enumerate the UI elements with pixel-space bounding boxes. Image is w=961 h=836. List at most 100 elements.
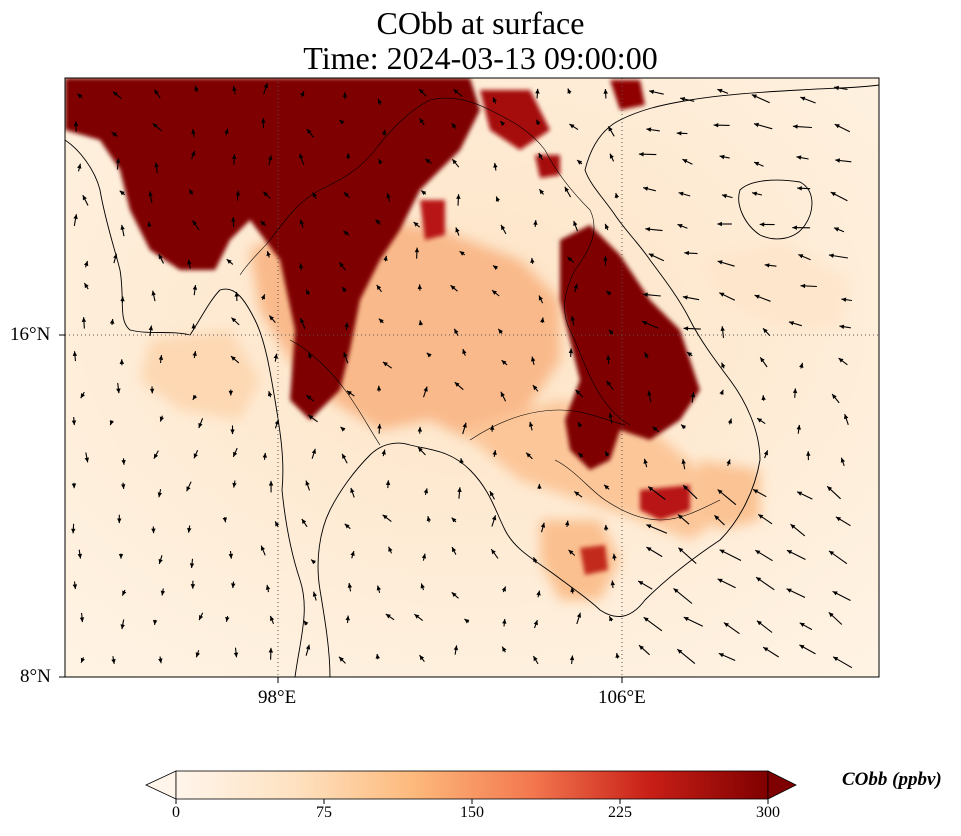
wind-arrow-head [423,386,428,392]
wind-arrow-head [226,259,232,264]
wind-arrow-head [682,295,688,300]
wind-arrow-head [680,97,686,102]
wind-arrow-head [643,292,648,297]
wind-arrow-head [612,553,617,559]
wind-arrow-head [343,192,349,198]
wind-arrow-head [457,487,462,492]
map-title: CObb at surface [376,5,585,41]
wind-arrow-head [452,159,457,165]
wind-arrow-head [426,352,432,358]
wind-arrow-head [755,550,761,555]
wind-arrow-head [835,516,841,522]
wind-arrow-head [839,324,845,329]
wind-arrow-head [450,285,456,290]
wind-arrow-head [120,224,125,230]
wind-arrow-head [344,322,349,328]
wind-arrow-head [426,516,431,522]
wind-arrow-head [500,121,506,126]
wind-arrow-head [112,91,118,97]
wind-arrow-head [376,284,382,290]
wind-arrow-head [577,160,583,165]
wind-arrow-head [844,414,849,420]
wind-arrow-head [603,256,608,261]
wind-arrow-head [187,259,192,265]
wind-arrow-head [727,418,733,424]
wind-arrow-head [763,328,768,334]
wind-arrow-head [119,359,125,364]
wind-arrow-head [683,617,689,622]
wind-arrow-head [798,254,804,259]
wind-arrow-head [269,315,274,321]
wind-arrow-head [79,617,85,623]
colorbar-tick-300: 300 [756,804,780,821]
wind-arrow-head [490,425,495,430]
wind-arrow-head [306,289,311,295]
wind-arrow-head [573,220,578,226]
wind-arrow-head [493,265,498,270]
wind-arrow-head [797,491,803,496]
wind-arrow-head [342,92,348,97]
wind-arrow-head [498,328,503,334]
lat-tick-16n: 16°N [10,324,51,345]
wind-arrow-head [454,328,459,334]
wind-arrow-head [425,159,431,164]
wind-arrow-head [567,88,572,94]
wind-arrow-head [420,583,425,589]
wind-arrow-head [228,390,234,396]
wind-arrow-head [199,615,204,621]
wind-arrow-head [456,194,461,199]
colorbar-gradient [175,770,769,800]
wind-arrow-head [567,256,573,262]
wind-arrow-head [537,483,542,489]
wind-arrow-head [381,449,386,455]
wind-arrow-head [81,317,87,322]
colorbar-tick-225: 225 [608,804,632,821]
wind-arrow-head [578,422,583,428]
wind-arrow-head [418,447,423,453]
wind-arrow-head [754,161,760,166]
wind-arrow-head [753,489,759,494]
wind-arrow-head [343,352,348,358]
wind-arrow-head [646,127,652,132]
wind-arrow-head [828,253,834,258]
wind-arrow-head [158,355,164,360]
wind-arrow-head [568,549,574,555]
wind-arrow-head [71,483,77,489]
wind-arrow-head [759,222,765,227]
wind-arrow-head [121,484,126,489]
wind-arrow-head [453,645,459,651]
wind-arrow-head [232,482,237,488]
wind-arrow-head [459,458,464,464]
wind-arrow-head [189,563,195,568]
wind-arrow-head [500,391,505,397]
wind-arrow-head [501,586,506,592]
wind-arrow-head [261,118,266,123]
wind-arrow-head [538,295,543,301]
wind-arrow-head [195,652,200,658]
wind-arrow-head [230,429,235,435]
wind-arrow-head [266,251,271,257]
wind-arrow-head [194,85,199,91]
wind-arrow-head [462,349,467,355]
wind-arrow-head [751,94,757,99]
wind-arrow-head [492,97,497,103]
wind-arrow-head [344,523,350,529]
wind-arrow-head [386,193,391,199]
wind-arrow-head [489,491,495,497]
wind-arrow-head [726,459,731,465]
wind-arrow-head [642,321,648,326]
wind-arrow-head [713,123,719,128]
wind-arrow-head [187,527,192,533]
wind-arrow-head [262,452,267,458]
wind-arrow-head [538,153,543,159]
wind-arrow-head [608,126,613,132]
wind-arrow-head [606,380,612,386]
wind-arrow-head [652,426,658,432]
wind-arrow-head [301,518,307,524]
wind-arrow-head [451,123,457,129]
wind-arrow-head [154,162,159,168]
wind-arrow-head [645,227,651,232]
wind-arrow-head [721,193,727,199]
wind-arrow-head [234,291,239,297]
